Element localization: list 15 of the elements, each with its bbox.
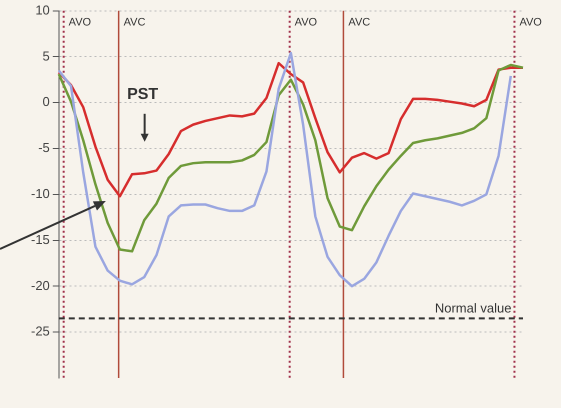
annotation: AVO [519, 16, 542, 28]
y-tick-label: -15 [30, 232, 50, 247]
annotation: AVC [348, 16, 370, 28]
y-tick-label: -5 [38, 140, 50, 156]
ref-line-label: Normal value [434, 300, 512, 316]
y-tick-label: 0 [42, 94, 50, 110]
annotation: AVO [68, 16, 92, 28]
y-tick-label: -20 [30, 278, 50, 293]
y-tick-label: -25 [30, 324, 50, 339]
annotation: AVO [294, 16, 318, 28]
annotation: PST [127, 86, 158, 104]
annotation: AVC [124, 16, 146, 28]
y-tick-label: -10 [30, 186, 50, 201]
y-tick-label: 5 [42, 48, 50, 64]
y-tick-label: 10 [35, 2, 50, 18]
